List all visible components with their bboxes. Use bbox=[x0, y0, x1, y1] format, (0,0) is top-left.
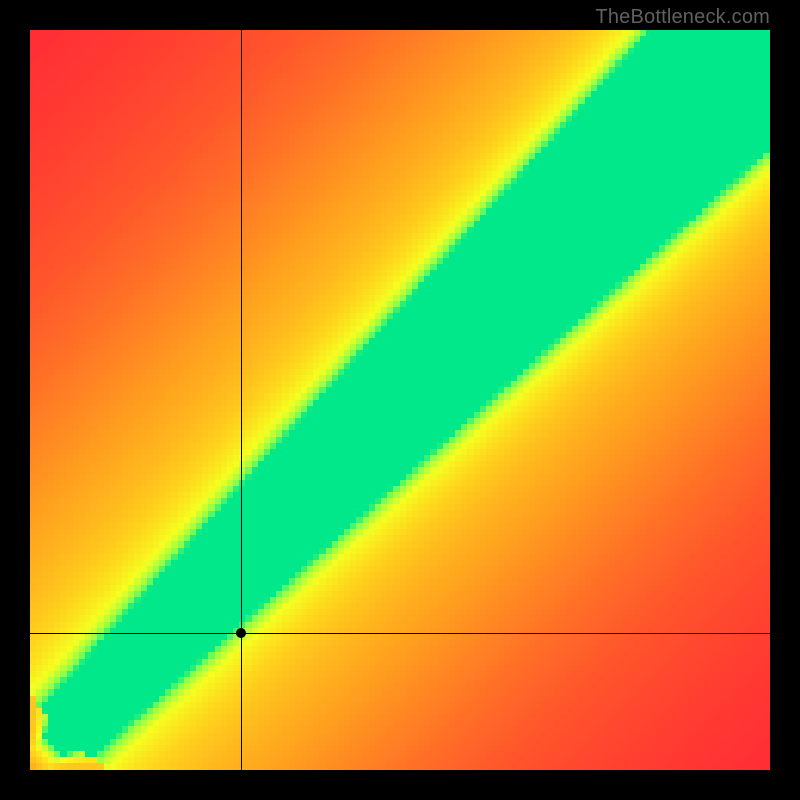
crosshair-marker bbox=[236, 628, 246, 638]
crosshair-vertical bbox=[241, 30, 242, 770]
figure-frame: TheBottleneck.com bbox=[0, 0, 800, 800]
heatmap-canvas bbox=[30, 30, 770, 770]
heatmap-plot bbox=[30, 30, 770, 770]
watermark-text: TheBottleneck.com bbox=[595, 6, 770, 29]
crosshair-horizontal bbox=[30, 633, 770, 634]
